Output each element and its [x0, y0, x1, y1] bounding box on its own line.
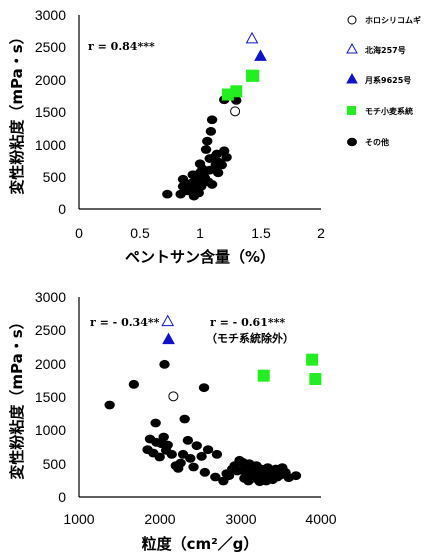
data-point-black-circle	[179, 414, 190, 424]
data-point-black-circle	[206, 180, 218, 189]
data-point-black-circle	[162, 189, 173, 199]
y-tick-label: 1500	[35, 389, 66, 405]
data-point-black-circle	[175, 458, 186, 468]
data-point-black-circle	[166, 449, 177, 459]
x-axis-label-bottom: 粒度（cm²／g）	[142, 535, 259, 553]
y-tick-label: 3000	[35, 289, 66, 305]
data-point-black-circle	[206, 115, 218, 125]
data-point-open-triangle	[161, 314, 175, 327]
x-tick-label: 4000	[305, 511, 336, 527]
y-axis-label-bottom: 変性粉粘度（mPa・s）	[8, 314, 26, 479]
x-tick-label: 2	[317, 225, 325, 241]
legend-label: 月系9625号	[364, 75, 411, 85]
correlation-annotation-all: r = - 0.34**	[90, 316, 160, 329]
data-point-black-circle	[223, 471, 235, 481]
data-point-black-circle	[191, 441, 202, 451]
y-tick-label: 2500	[35, 39, 66, 55]
data-point-filled-triangle	[162, 332, 175, 345]
y-ticks-top: 0 500 1000 1500 2000 2500 3000	[35, 7, 66, 217]
data-point-black-circle	[128, 379, 140, 389]
legend-label: その他	[365, 137, 389, 147]
legend-item: 北海257号	[346, 42, 406, 55]
y-tick-label: 1000	[35, 137, 66, 153]
correlation-annotation-excl: r = - 0.61***	[210, 316, 285, 329]
x-tick-label: 1.5	[251, 225, 271, 241]
open-triangle-icon	[346, 42, 358, 54]
data-point-black-circle	[202, 136, 213, 146]
data-point-black-circle	[196, 451, 207, 461]
chart-pentosan-scatter: 0 500 1000 1500 2000 2500 3000 0 0.5 1 1…	[8, 7, 325, 266]
y-tick-label: 2000	[35, 356, 66, 372]
y-tick-label: 0	[58, 201, 66, 217]
data-point-black-circle	[221, 152, 232, 162]
x-tick-label: 0	[75, 225, 83, 241]
legend-item: モチ小麦系統	[347, 106, 413, 116]
data-point-open-circle	[230, 106, 241, 117]
filled-triangle-icon	[346, 72, 358, 84]
data-point-black-circle	[199, 467, 211, 477]
data-point-black-circle	[210, 472, 221, 482]
data-point-black-circle	[185, 453, 196, 463]
green-square-icon	[347, 106, 356, 115]
legend-item: 月系9625号	[346, 72, 411, 85]
y-tick-label: 0	[58, 489, 66, 505]
x-tick-label: 1	[196, 225, 204, 241]
x-ticks-bottom: 1000 2000 3000 4000	[63, 511, 336, 527]
data-point-black-circle	[205, 126, 217, 136]
data-points-top	[162, 31, 267, 201]
legend-label: モチ小麦系統	[365, 106, 413, 116]
data-point-black-circle	[162, 440, 173, 450]
y-tick-label: 3000	[35, 7, 66, 23]
legend-item: ホロシリコムギ	[347, 15, 421, 25]
x-tick-label: 2000	[144, 511, 175, 527]
legend-label: ホロシリコムギ	[365, 15, 421, 25]
y-tick-label: 2000	[35, 72, 66, 88]
open-circle-icon	[347, 15, 357, 25]
data-point-black-circle	[290, 471, 302, 481]
legend-item: その他	[347, 137, 389, 147]
data-point-black-circle	[200, 145, 212, 154]
y-tick-label: 500	[43, 169, 67, 185]
x-tick-label: 3000	[225, 511, 256, 527]
data-point-black-circle	[182, 435, 194, 445]
x-tick-label: 1000	[63, 511, 94, 527]
data-point-black-circle	[202, 445, 214, 455]
data-point-open-triangle	[245, 31, 259, 44]
y-tick-label: 1500	[35, 104, 66, 120]
legend: ホロシリコムギ 北海257号 月系9625号 モチ小麦系統 その他	[346, 15, 421, 147]
y-axis-label-top: 変性粉粘度（mPa・s）	[8, 29, 26, 194]
data-point-black-circle	[158, 432, 169, 442]
data-point-black-circle	[154, 452, 165, 462]
data-point-black-circle	[159, 359, 170, 369]
data-point-green-square	[247, 69, 260, 82]
data-point-filled-triangle	[254, 49, 267, 61]
chart-particle-size-scatter: 0 500 1000 1500 2000 2500 3000 1000 2000…	[8, 289, 337, 553]
correlation-annotation: r = 0.84***	[88, 40, 155, 53]
data-point-black-circle	[211, 449, 223, 459]
data-point-green-square	[257, 369, 270, 382]
y-ticks-bottom: 0 500 1000 1500 2000 2500 3000	[35, 289, 66, 505]
data-point-green-square	[230, 85, 243, 98]
data-point-black-circle	[177, 174, 189, 184]
data-points-bottom	[104, 314, 322, 487]
data-point-black-circle	[104, 400, 115, 410]
data-point-open-circle	[168, 391, 179, 402]
data-point-green-square	[309, 373, 322, 385]
data-point-black-circle	[188, 462, 199, 472]
data-point-black-circle	[198, 383, 210, 393]
data-point-black-circle	[150, 418, 161, 428]
legend-label: 北海257号	[365, 45, 406, 55]
y-tick-label: 2500	[35, 322, 66, 338]
black-circle-icon	[347, 137, 357, 147]
x-ticks-top: 0 0.5 1 1.5 2	[75, 225, 325, 241]
x-tick-label: 0.5	[130, 225, 150, 241]
data-point-green-square	[306, 353, 319, 366]
exclusion-note: （モチ系統除外）	[206, 331, 294, 345]
data-point-black-circle	[216, 160, 227, 170]
data-point-black-circle	[212, 168, 224, 178]
y-tick-label: 1000	[35, 422, 66, 438]
x-axis-label-top: ペントサン含量（%）	[125, 248, 275, 266]
y-tick-label: 500	[43, 456, 67, 472]
